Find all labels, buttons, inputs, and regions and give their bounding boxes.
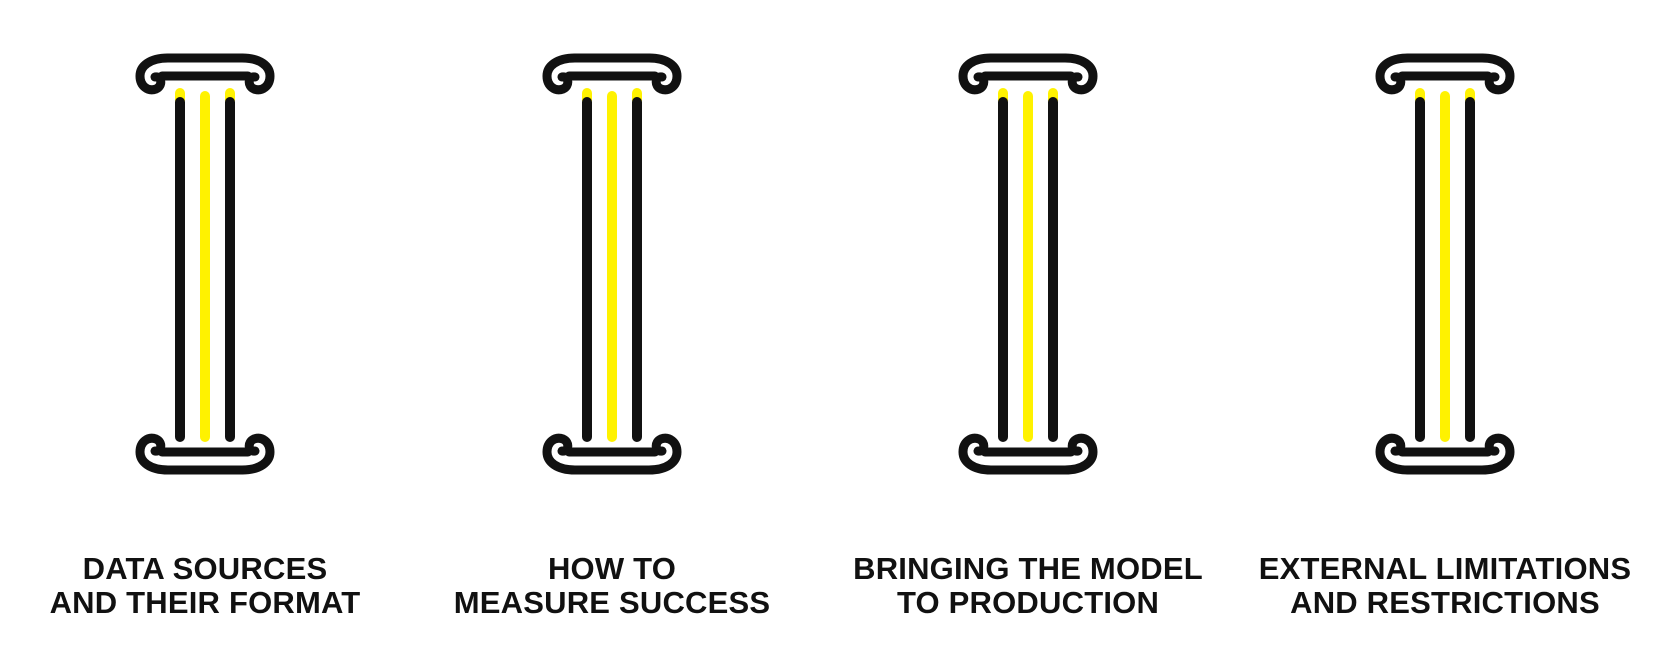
ionic-column-icon: [542, 53, 682, 475]
column-base: [135, 433, 275, 475]
column-capital: [1375, 53, 1515, 95]
pillar-caption: HOW TO MEASURE SUCCESS: [412, 552, 812, 620]
caption-line-2: AND RESTRICTIONS: [1290, 585, 1600, 620]
caption-line-1: HOW TO: [547, 551, 677, 586]
pillar-caption: DATA SOURCES AND THEIR FORMAT: [5, 552, 405, 620]
column-shaft: [1415, 88, 1475, 442]
caption-line-2: MEASURE SUCCESS: [453, 585, 771, 620]
caption-line-2: AND THEIR FORMAT: [49, 585, 361, 620]
ionic-column-icon: [958, 53, 1098, 475]
column-capital: [958, 53, 1098, 95]
pillar-external-limitations: EXTERNAL LIMITATIONS AND RESTRICTIONS: [1245, 0, 1645, 652]
ionic-column-icon: [135, 53, 275, 475]
ionic-column-icon: [1375, 53, 1515, 475]
pillar-model-production: BRINGING THE MODEL TO PRODUCTION: [828, 0, 1228, 652]
caption-line-1: BRINGING THE MODEL: [853, 551, 1203, 586]
pillar-caption: EXTERNAL LIMITATIONS AND RESTRICTIONS: [1245, 552, 1645, 620]
column-base: [1375, 433, 1515, 475]
caption-line-2: TO PRODUCTION: [896, 585, 1160, 620]
column-shaft: [998, 88, 1058, 442]
pillar-measure-success: HOW TO MEASURE SUCCESS: [412, 0, 812, 652]
caption-line-1: DATA SOURCES: [82, 551, 328, 586]
column-base: [958, 433, 1098, 475]
pillar-caption: BRINGING THE MODEL TO PRODUCTION: [828, 552, 1228, 620]
column-shaft: [175, 88, 235, 442]
column-capital: [135, 53, 275, 95]
pillar-data-sources: DATA SOURCES AND THEIR FORMAT: [5, 0, 405, 652]
caption-line-1: EXTERNAL LIMITATIONS: [1258, 551, 1632, 586]
column-shaft: [582, 88, 642, 442]
column-base: [542, 433, 682, 475]
column-capital: [542, 53, 682, 95]
